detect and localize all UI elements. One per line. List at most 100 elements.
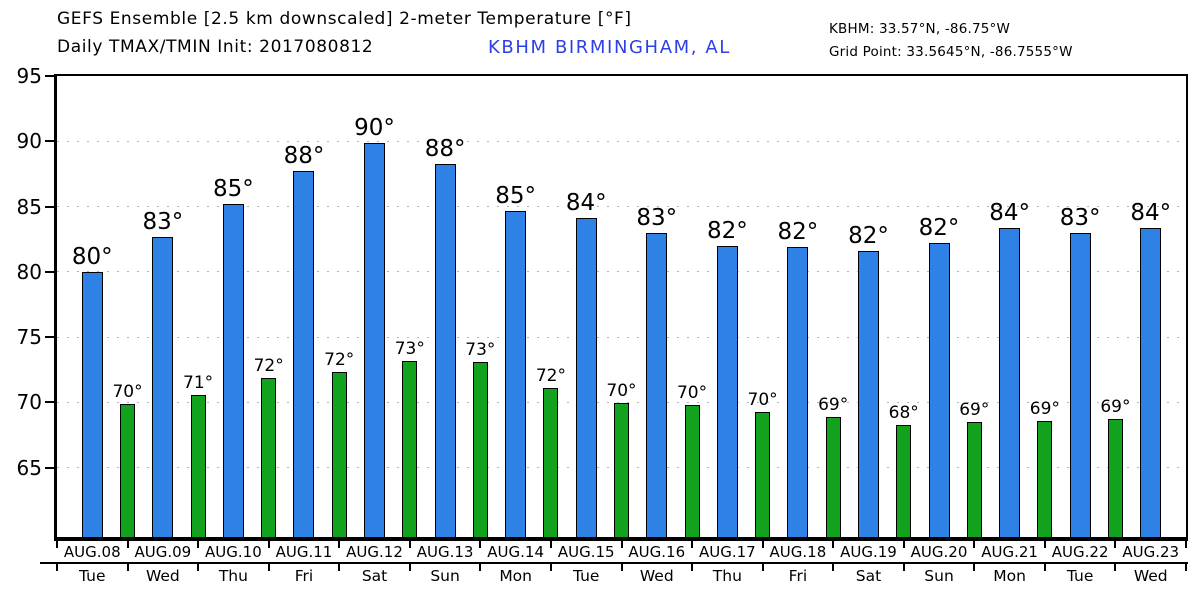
tmax-bar-label: 90° [354,114,395,141]
date-label: AUG.15 [557,543,615,561]
y-tick-label-95: 95 [16,64,42,88]
weekday-label: Fri [294,567,314,585]
tmax-bar [928,243,950,537]
weekday-label: Mon [499,567,532,585]
weekday-axis-tick [56,564,58,571]
tmax-bar [434,163,456,537]
y-tick-75 [45,336,54,339]
y-tick-80 [45,270,54,273]
tmax-bar [787,247,809,537]
y-tick-label-75: 75 [16,325,42,350]
weekday-axis-tick [761,564,764,571]
y-tick-65 [45,466,54,469]
date-label: AUG.21 [981,543,1038,561]
date-axis-tick [479,541,482,548]
date-axis-tick [691,541,694,548]
tmin-bar-label: 71° [183,372,214,393]
weekday-label: Tue [572,567,600,585]
weekday-label: Sun [924,567,954,585]
date-label: AUG.12 [346,543,403,561]
tmin-bar [1107,419,1123,537]
tmax-bar [81,271,103,537]
y-tick-label-80: 80 [16,259,42,284]
tmin-bar-label: 73° [465,340,496,361]
weekday-axis-tick [549,564,552,571]
tmax-bar-label: 85° [495,182,537,209]
tmax-bar-label: 84° [565,190,607,217]
tmin-bar-label: 68° [888,402,919,423]
y-tick-95 [45,75,54,77]
tmin-bar [684,405,700,537]
date-label: AUG.13 [416,543,474,561]
y-tick-label-85: 85 [16,194,42,219]
tmin-bar [825,416,841,537]
date-axis-tick [973,541,976,548]
tmax-bar [293,171,315,537]
weekday-label: Thu [712,567,742,585]
tmin-bar [120,403,136,537]
tmax-bar-label: 84° [989,199,1030,226]
y-tick-label-70: 70 [16,390,42,415]
weekday-label: Wed [1133,567,1168,585]
tmin-bar-label: 70° [112,381,143,402]
weekday-label: Wed [145,567,180,585]
chart-subtitle: Daily TMAX/TMIN Init: 2017080812 [57,37,374,57]
y-tick-label-65: 65 [16,455,42,480]
tmax-bar [646,232,668,537]
tmin-bar [472,362,488,537]
tmin-bar-label: 70° [747,389,778,410]
tmin-bar [261,377,277,537]
weekday-axis-tick [338,564,341,571]
weekday-label: Tue [1066,567,1094,585]
tmax-bar [716,245,738,537]
tmin-bar [402,360,418,537]
tmin-bar [755,411,771,537]
date-label: AUG.23 [1122,543,1180,561]
tmax-bar-label: 85° [213,175,254,202]
x-axis-weekday-line [40,562,1188,564]
tmin-bar-label: 73° [394,338,425,359]
date-axis-tick [56,541,58,548]
date-label: AUG.17 [698,543,756,561]
date-axis-tick [126,541,129,548]
gridline-90 [57,140,1186,142]
weekday-label: Thu [218,567,248,585]
tmin-bar [331,372,347,537]
tmax-bar [1140,227,1162,537]
tmax-bar-label: 83° [636,204,678,231]
weekday-label: Tue [79,567,106,585]
date-axis-tick [338,541,341,548]
tmax-bar-label: 82° [777,219,819,246]
date-label: AUG.22 [1051,543,1109,561]
weekday-label: Fri [788,567,808,585]
tmax-bar [222,203,244,537]
temperature-bar-chart: 80° 83° 85° 88° 90° 88° 85° 84° 83° 82° 82° 82° 82° 8… [54,74,1188,541]
tmin-bar-label: 70° [606,380,637,401]
weekday-axis-tick [197,564,200,571]
tmin-bar-label: 69° [1100,397,1131,418]
tmax-bar [575,218,597,537]
tmax-bar [152,236,174,537]
date-axis-tick [549,541,552,548]
weekday-axis-tick [1185,564,1187,571]
tmin-bar [190,394,206,537]
date-axis-tick [832,541,835,548]
weekday-axis-tick [479,564,482,571]
gridline-70 [57,401,1186,403]
station-coordinates: KBHM: 33.57°N, -86.75°W [829,21,1011,37]
weekday-axis-tick [691,564,694,571]
date-label: AUG.16 [628,543,686,561]
date-label: AUG.18 [769,543,827,561]
y-tick-70 [45,401,54,404]
tmax-bar-label: 82° [918,215,960,242]
tmax-bar-label: 82° [848,223,889,249]
grid-point-coordinates: Grid Point: 33.5645°N, -86.7555°W [829,44,1073,60]
weekday-axis-tick [408,564,411,571]
tmax-bar-label: 83° [1059,204,1101,231]
date-label: AUG.10 [205,543,262,561]
weekday-axis-tick [1043,564,1046,571]
y-tick-label-90: 90 [16,129,42,154]
date-axis-tick [408,541,411,548]
tmin-bar [896,424,912,537]
